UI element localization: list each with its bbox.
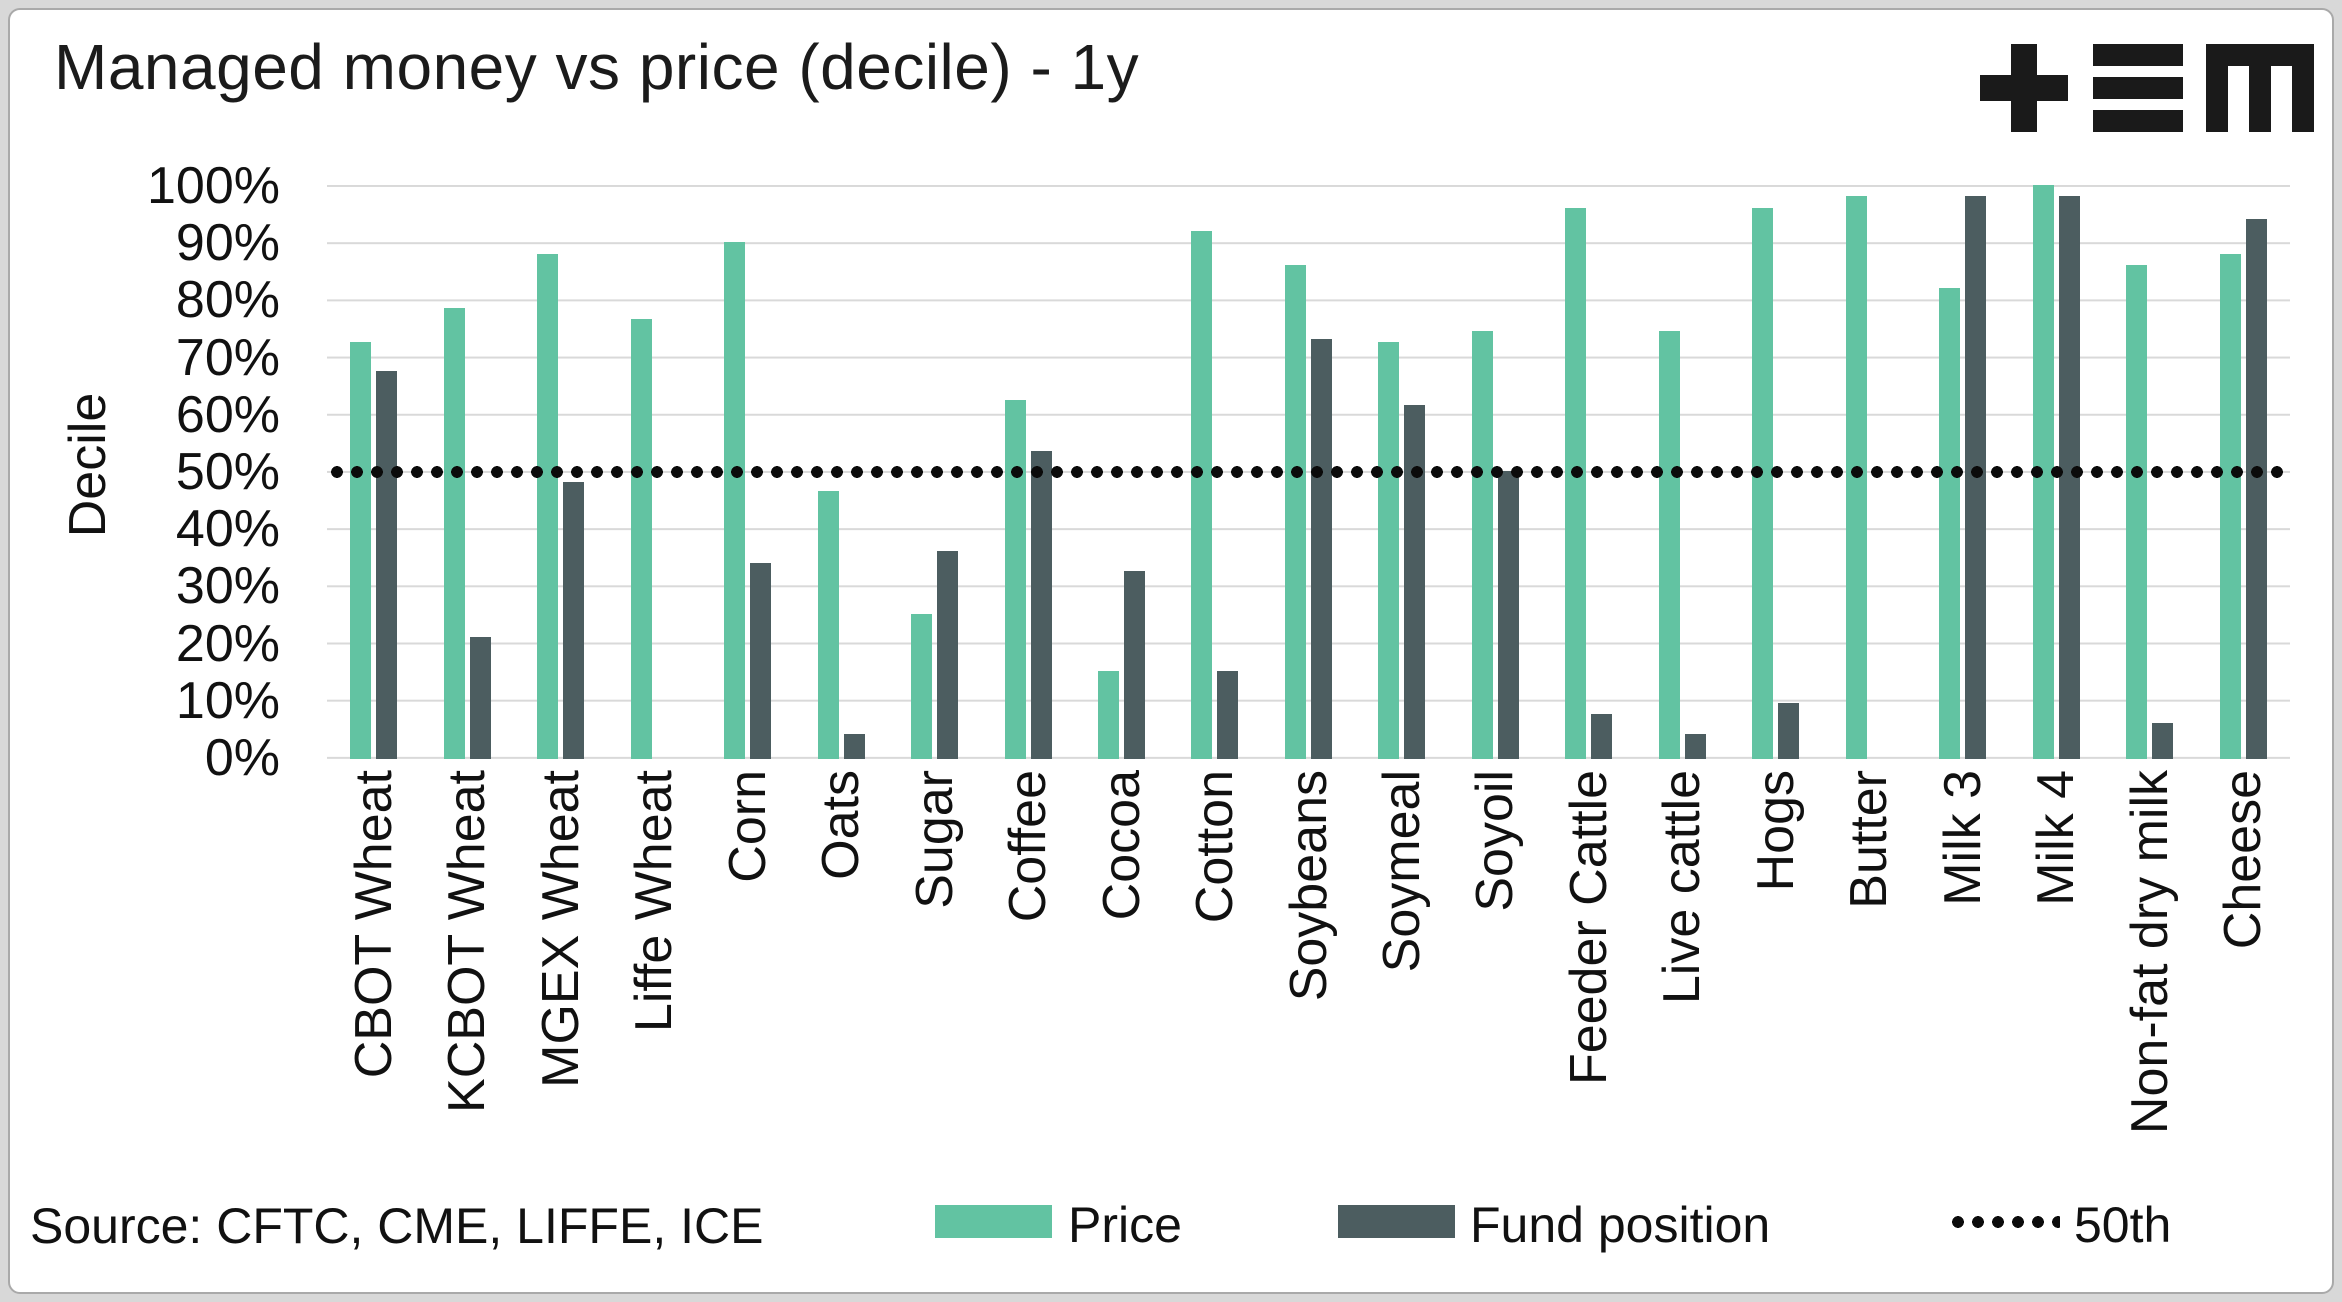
bar-group-hogs [1729,185,1822,759]
fund-bar [843,734,865,759]
legend-price-label: Price [1068,1197,1182,1253]
logo-bars-icon [2093,44,2183,66]
bar-group-soybeans [1262,185,1355,759]
legend-fund-swatch [1338,1205,1455,1238]
price-bar [2126,265,2148,759]
price-bar [817,491,839,759]
price-bar [1191,230,1213,759]
chart-title: Managed money vs price (decile) - 1y [54,31,1140,103]
x-tick-label: Milk 3 [1933,770,1992,906]
bar-group-live-cattle [1636,185,1729,759]
bar-group-cotton [1168,185,1261,759]
fund-bar [1778,702,1800,759]
y-tick-label: 70% [175,328,280,387]
price-bar [1939,287,1961,759]
bar-group-non-fat-dry-milk [2103,185,2196,759]
bar-group-liffe-wheat [607,185,700,759]
x-tick-label: Soybeans [1279,770,1338,1002]
price-bar [630,319,652,759]
y-tick-label: 80% [175,271,280,330]
fund-bar [1310,339,1332,759]
logo-m-icon [2249,44,2271,132]
y-tick-label: 20% [175,614,280,673]
price-bar [1004,399,1026,759]
fund-bar [1591,714,1613,759]
x-tick-label: Cotton [1186,770,1245,924]
y-tick-label: 90% [175,214,280,273]
y-tick-label: 50% [175,443,280,501]
price-bar [350,342,372,759]
x-tick-label: Cheese [2214,770,2273,950]
y-tick-label: 40% [175,500,280,559]
plus-equals-m-logo [1980,44,2314,132]
legend-50th-swatch [1948,1216,2060,1228]
fund-bar [1217,671,1239,759]
bar-group-feeder-cattle [1542,185,1635,759]
price-bar [1752,207,1774,759]
fund-bar [1030,450,1052,759]
fund-bar [1404,405,1426,759]
bar-groups [327,185,2290,759]
fund-bar [1123,571,1145,759]
legend-50th-label: 50th [2074,1197,2172,1253]
x-tick-label: Butter [1840,770,1899,909]
plot-area [327,185,2290,759]
price-bar [911,614,933,759]
reference-line-50th [327,466,2290,478]
y-tick-label: 100% [147,157,280,215]
bar-group-soymeal [1355,185,1448,759]
bar-group-cocoa [1075,185,1168,759]
bar-group-cheese [2196,185,2289,759]
bar-group-coffee [981,185,1074,759]
y-tick-label: 10% [175,671,280,730]
price-bar [1378,342,1400,759]
fund-bar [2245,219,2267,759]
source-note: Source: CFTC, CME, LIFFE, ICE [30,1198,764,1254]
y-tick-label: 60% [175,385,280,444]
price-bar [443,307,465,759]
bar-group-corn [701,185,794,759]
fund-bar [563,482,585,759]
logo-m-icon [2206,44,2228,132]
bar-group-mgex-wheat [514,185,607,759]
logo-m-icon [2292,44,2314,132]
price-bar [1565,207,1587,759]
legend-price-swatch [935,1205,1052,1238]
price-bar [1658,330,1680,759]
bar-group-oats [794,185,887,759]
fund-bar [2152,722,2174,759]
bar-group-kcbot-wheat [420,185,513,759]
fund-bar [750,562,772,759]
y-tick-label: 30% [175,557,280,616]
logo-bars-icon [2093,77,2183,99]
price-bar [1284,265,1306,759]
price-bar [724,242,746,759]
price-bar [1097,671,1119,759]
price-bar [2219,253,2241,759]
fund-bar [937,551,959,759]
fund-bar [469,636,491,759]
bar-group-milk-3 [1916,185,2009,759]
x-tick-label: Oats [812,770,871,880]
y-tick-label: 0% [204,729,280,787]
fund-bar [376,370,398,759]
bar-group-sugar [888,185,981,759]
bar-group-soyoil [1449,185,1542,759]
price-bar [537,253,559,759]
fund-bar [1684,734,1706,759]
legend-fund-label: Fund position [1470,1197,1771,1253]
logo-plus-icon [1980,75,2068,101]
fund-bar [1497,471,1519,759]
logo-bars-icon [2093,110,2183,132]
price-bar [1471,330,1493,759]
